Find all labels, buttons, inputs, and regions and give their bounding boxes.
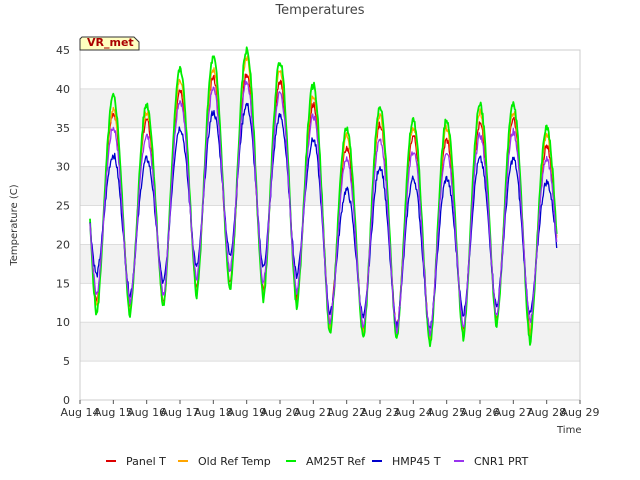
legend-label: Panel T: [126, 455, 166, 468]
y-tick-label: 15: [56, 277, 70, 290]
x-tick-label: Aug 18: [194, 406, 233, 419]
y-tick-label: 0: [63, 394, 70, 407]
grid-band: [80, 361, 580, 400]
y-tick-label: 20: [56, 238, 70, 251]
x-tick-label: Aug 29: [561, 406, 600, 419]
x-tick-label: Aug 21: [294, 406, 333, 419]
grid-band: [80, 127, 580, 167]
y-tick-label: 40: [56, 83, 70, 96]
annotation-box: VR_met: [79, 36, 140, 51]
series-lines: [89, 46, 558, 348]
grid-band: [80, 283, 580, 323]
x-tick-label: Aug 15: [94, 406, 133, 419]
plot-area: [79, 49, 581, 401]
y-axis-ticks: 0 5 10 15 20 25 30 35 40 45: [56, 44, 70, 407]
y-tick-label: 30: [56, 161, 70, 174]
x-tick-label: Aug 24: [394, 406, 433, 419]
legend-label: AM25T Ref: [306, 455, 366, 468]
chart-title: Temperatures: [274, 3, 364, 18]
annotation-label: VR_met: [87, 36, 134, 49]
x-tick-label: Aug 20: [261, 406, 300, 419]
y-tick-label: 25: [56, 200, 70, 213]
grid-band: [80, 50, 580, 89]
y-axis-label: Temperature (C): [9, 184, 20, 266]
x-tick-label: Aug 25: [427, 406, 466, 419]
legend: Panel T Old Ref Temp AM25T Ref HMP45 T CNR1 …: [106, 455, 529, 468]
y-tick-label: 45: [56, 44, 70, 57]
x-tick-label: Aug 19: [227, 406, 266, 419]
grid-band: [80, 244, 580, 284]
legend-label: HMP45 T: [392, 455, 441, 468]
series-line-cnr1-prt: [89, 80, 558, 337]
x-tick-label: Aug 26: [461, 406, 500, 419]
grid-band: [80, 205, 580, 245]
x-tick-label: Aug 14: [61, 406, 100, 419]
legend-label: Old Ref Temp: [198, 455, 271, 468]
legend-label: CNR1 PRT: [474, 455, 529, 468]
x-axis-label: Time: [556, 425, 581, 436]
y-tick-label: 10: [56, 316, 70, 329]
x-tick-label: Aug 17: [161, 406, 200, 419]
x-tick-label: Aug 28: [527, 406, 566, 419]
x-tick-label: Aug 27: [494, 406, 533, 419]
x-tick-label: Aug 16: [127, 406, 166, 419]
y-tick-label: 35: [56, 122, 70, 135]
plot-background-bands: [80, 49, 580, 401]
y-tick-label: 5: [63, 355, 70, 368]
x-tick-label: Aug 22: [327, 406, 366, 419]
grid-band: [80, 88, 580, 128]
x-tick-label: Aug 23: [361, 406, 400, 419]
grid-band: [80, 166, 580, 206]
